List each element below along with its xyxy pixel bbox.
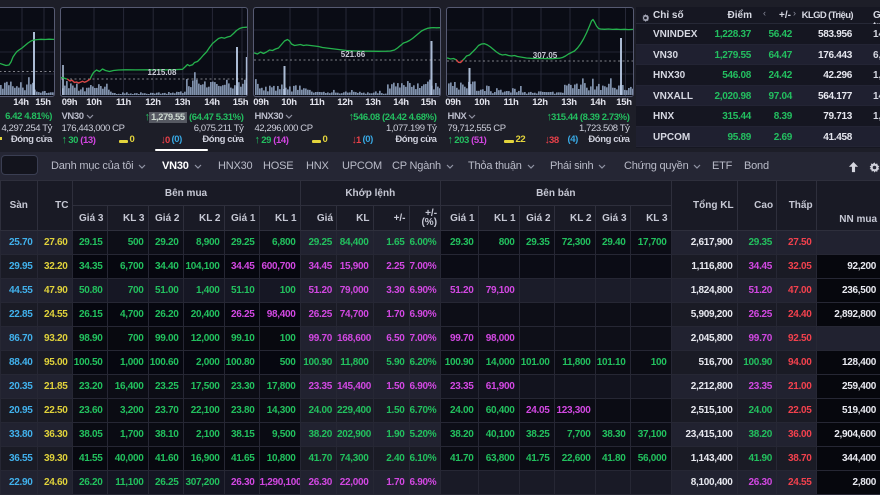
svg-text:521.66: 521.66 [340,50,365,59]
svg-text:1215.08: 1215.08 [147,68,176,77]
svg-text:307.05: 307.05 [532,51,557,60]
